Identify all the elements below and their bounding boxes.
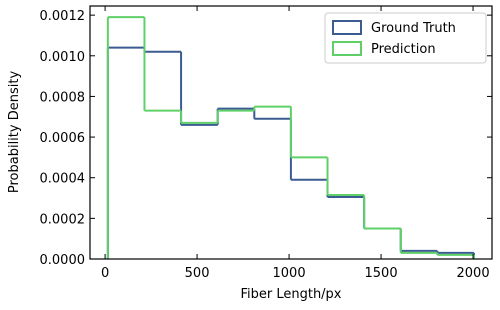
x-tick-label: 500	[185, 266, 210, 281]
x-tick-label: 1000	[273, 266, 306, 281]
y-axis-label: Probability Density	[7, 71, 22, 194]
legend-box	[324, 12, 487, 64]
y-tick-label: 0.0000	[40, 253, 86, 268]
y-tick-label: 0.0008	[40, 90, 86, 105]
legend-swatch	[332, 41, 362, 56]
legend-label: Ground Truth	[371, 21, 456, 36]
x-tick-label: 0	[101, 266, 109, 281]
y-tick-label: 0.0002	[40, 212, 86, 227]
y-tick-label: 0.0004	[40, 172, 86, 187]
y-tick-label: 0.0012	[40, 9, 86, 24]
x-tick-label: 1500	[365, 266, 398, 281]
x-tick-label: 2000	[457, 266, 490, 281]
legend-label: Prediction	[371, 42, 436, 57]
y-tick-label: 0.0010	[40, 50, 86, 65]
x-axis-label: Fiber Length/px	[240, 287, 341, 302]
plot-frame	[89, 5, 493, 260]
legend-swatch	[332, 20, 362, 35]
y-tick-label: 0.0006	[40, 131, 86, 146]
